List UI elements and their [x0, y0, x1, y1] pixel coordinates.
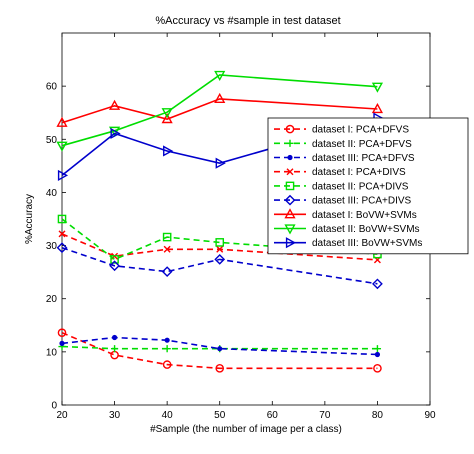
x-tick-label: 80 — [372, 410, 384, 421]
data-point-marker — [57, 169, 69, 182]
data-point-marker — [56, 141, 68, 152]
legend-entry: dataset III: PCA+DIVS — [274, 194, 412, 207]
series-3 — [59, 334, 381, 358]
data-point-marker — [214, 92, 226, 103]
data-point-marker — [164, 337, 170, 343]
y-tick-label: 20 — [46, 294, 58, 305]
data-point-marker — [56, 242, 68, 254]
data-point-marker — [163, 245, 171, 253]
series-1 — [57, 328, 382, 373]
data-point-marker — [57, 214, 67, 224]
data-point-marker — [162, 232, 172, 242]
legend-label: dataset III: BoVW+SVMs — [312, 238, 422, 249]
y-tick-label: 50 — [46, 135, 58, 146]
series-line — [61, 246, 378, 285]
data-point-marker — [111, 334, 118, 341]
data-point-marker — [215, 364, 225, 373]
data-point-marker — [162, 360, 172, 369]
data-point-marker — [110, 127, 121, 140]
legend-label: dataset II: PCA+DFVS — [312, 139, 412, 150]
y-axis-label: %Accuracy — [24, 194, 35, 244]
legend-entry: dataset II: BoVW+SVMs — [274, 224, 420, 235]
data-point-marker — [287, 154, 293, 161]
data-point-marker — [110, 345, 119, 353]
data-point-marker — [373, 364, 382, 373]
data-point-marker — [217, 346, 223, 352]
data-point-marker — [59, 340, 65, 346]
data-point-marker — [215, 238, 225, 247]
x-tick-label: 50 — [214, 410, 226, 421]
data-point-marker — [110, 255, 119, 264]
data-point-marker — [371, 102, 384, 114]
series-8 — [56, 70, 384, 152]
x-tick-label: 30 — [109, 410, 121, 421]
series-line — [61, 218, 378, 261]
legend-label: dataset I: BoVW+SVMs — [312, 210, 417, 221]
data-point-marker — [163, 145, 174, 157]
series-line — [61, 331, 378, 370]
legend-entry: dataset III: PCA+DFVS — [274, 153, 415, 164]
x-axis: 20 30 40 50 60 70 80 90 — [56, 33, 436, 421]
data-point-marker — [216, 245, 224, 253]
data-point-marker — [161, 113, 173, 124]
legend-entry: dataset III: BoVW+SVMs — [274, 237, 422, 249]
y-tick-label: 10 — [46, 347, 58, 358]
legend-entry: dataset II: PCA+DFVS — [274, 139, 412, 150]
data-point-marker — [286, 168, 294, 176]
series-7 — [56, 92, 384, 127]
series-line — [61, 98, 378, 124]
data-point-marker — [372, 278, 383, 290]
data-point-marker — [285, 124, 295, 134]
data-point-marker — [58, 230, 66, 238]
legend: dataset I: PCA+DFVS dataset II: PCA+DFVS d… — [267, 117, 469, 255]
data-point-marker — [56, 116, 68, 127]
data-point-marker — [284, 208, 296, 219]
x-tick-label: 60 — [267, 410, 279, 421]
legend-entry: dataset I: PCA+DFVS — [274, 125, 409, 136]
data-point-marker — [284, 224, 296, 235]
data-point-marker — [108, 99, 121, 110]
y-tick-label: 40 — [46, 188, 58, 199]
legend-label: dataset II: BoVW+SVMs — [312, 224, 420, 235]
data-point-marker — [285, 181, 295, 191]
chart-title: %Accuracy vs #sample in test dataset — [155, 15, 340, 27]
data-point-marker — [215, 157, 226, 169]
x-tick-label: 70 — [319, 410, 331, 421]
x-tick-label: 40 — [162, 410, 174, 421]
x-tick-label: 20 — [56, 410, 68, 421]
data-point-marker — [109, 260, 120, 272]
series-line — [61, 74, 378, 147]
legend-entry: dataset I: PCA+DIVS — [274, 167, 406, 178]
data-point-marker — [286, 139, 294, 147]
data-point-marker — [163, 345, 171, 353]
data-point-marker — [374, 351, 381, 358]
legend-label: dataset II: PCA+DIVS — [312, 181, 409, 192]
data-point-marker — [373, 345, 382, 353]
data-point-marker — [214, 70, 226, 82]
data-point-marker — [161, 108, 173, 119]
legend-label: dataset III: PCA+DIVS — [312, 196, 412, 207]
y-tick-label: 30 — [46, 241, 58, 252]
data-point-marker — [161, 266, 173, 278]
series-6 — [56, 242, 383, 290]
data-point-marker — [371, 82, 384, 93]
x-tick-label: 90 — [424, 410, 436, 421]
data-point-marker — [284, 194, 296, 206]
legend-label: dataset I: PCA+DFVS — [312, 125, 409, 136]
x-axis-label: #Sample (the number of image per a class… — [150, 424, 342, 435]
data-point-marker — [57, 328, 67, 338]
legend-label: dataset III: PCA+DFVS — [312, 153, 415, 164]
y-tick-label: 0 — [51, 401, 57, 412]
y-tick-label: 60 — [46, 82, 58, 93]
legend-box — [267, 117, 469, 255]
data-point-marker — [285, 237, 297, 249]
data-point-marker — [214, 253, 226, 265]
legend-entry: dataset I: BoVW+SVMs — [274, 208, 417, 221]
legend-entry: dataset II: PCA+DIVS — [274, 181, 409, 192]
legend-label: dataset I: PCA+DIVS — [312, 167, 406, 178]
